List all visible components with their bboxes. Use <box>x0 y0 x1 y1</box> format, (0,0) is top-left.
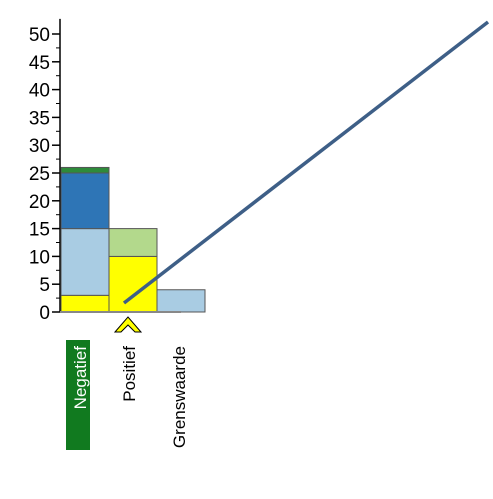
y-tick-label-40: 40 <box>29 81 50 102</box>
category-labels: Negatief Positief Grenswaarde <box>66 340 189 450</box>
bar-segment-negatief-0[interactable] <box>60 294 110 313</box>
y-tick-label-25: 25 <box>29 164 50 185</box>
y-tick-label-20: 20 <box>29 192 50 213</box>
y-tick-label-45: 45 <box>29 53 50 74</box>
selection-marker[interactable] <box>113 316 143 333</box>
y-tick-label-15: 15 <box>29 220 50 241</box>
y-tick-label-0: 0 <box>39 303 50 324</box>
selected-label-background <box>66 340 90 450</box>
bar-segment-grenswaarde-6[interactable] <box>156 289 206 313</box>
y-tick-label-30: 30 <box>29 136 50 157</box>
x-label-positief[interactable]: Positief <box>120 346 139 402</box>
bar-segment-negatief-2[interactable] <box>60 172 110 230</box>
y-tick-label-50: 50 <box>29 25 50 46</box>
x-label-text-negatief: Negatief <box>71 346 90 410</box>
bar-segment-negatief-3[interactable] <box>60 166 110 174</box>
y-tick-label-10: 10 <box>29 247 50 268</box>
bar-segment-negatief-1[interactable] <box>60 228 110 296</box>
y-tick-label-35: 35 <box>29 108 50 129</box>
y-tick-label-5: 5 <box>39 275 50 296</box>
x-label-grenswaarde[interactable]: Grenswaarde <box>170 346 189 448</box>
bars <box>60 166 206 313</box>
annotation-line <box>122 20 490 305</box>
bar-segment-positief-5[interactable] <box>108 228 158 257</box>
x-label-text-positief: Positief <box>120 346 139 402</box>
x-label-text-grenswaarde: Grenswaarde <box>170 346 189 448</box>
x-label-negatief[interactable]: Negatief <box>66 340 90 450</box>
y-axis: 0 5 10 15 20 25 30 35 40 45 50 <box>29 18 61 324</box>
